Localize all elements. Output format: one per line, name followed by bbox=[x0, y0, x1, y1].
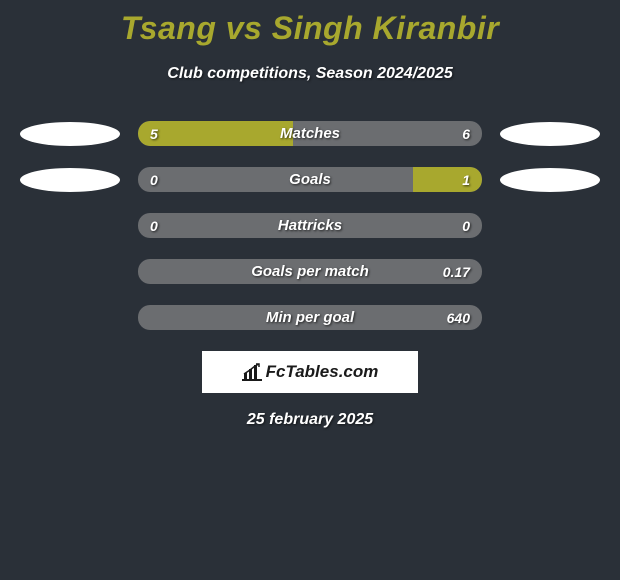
player-right-badge bbox=[500, 259, 600, 285]
subtitle: Club competitions, Season 2024/2025 bbox=[0, 65, 620, 83]
stat-value-right: 0 bbox=[462, 213, 470, 238]
stat-bar: 0Goals1 bbox=[138, 167, 482, 192]
stat-bar: 0Hattricks0 bbox=[138, 213, 482, 238]
player-left-badge bbox=[20, 259, 120, 285]
player-left-badge bbox=[20, 213, 120, 239]
comparison-chart: 5Matches60Goals10Hattricks0Goals per mat… bbox=[0, 121, 620, 330]
player-left-badge bbox=[20, 121, 120, 147]
stat-label: Min per goal bbox=[138, 305, 482, 330]
brand-text: FcTables.com bbox=[266, 362, 379, 382]
stat-value-right: 0.17 bbox=[443, 259, 470, 284]
stat-row: Goals per match0.17 bbox=[0, 259, 620, 284]
stat-bar: 5Matches6 bbox=[138, 121, 482, 146]
player-right-badge bbox=[500, 167, 600, 193]
player-right-badge bbox=[500, 121, 600, 147]
stat-value-right: 6 bbox=[462, 121, 470, 146]
bar-chart-icon bbox=[242, 363, 262, 381]
date-text: 25 february 2025 bbox=[0, 411, 620, 429]
player-right-badge bbox=[500, 213, 600, 239]
player-left-badge bbox=[20, 305, 120, 331]
stat-label: Hattricks bbox=[138, 213, 482, 238]
stat-bar: Goals per match0.17 bbox=[138, 259, 482, 284]
stat-value-right: 640 bbox=[447, 305, 470, 330]
brand-logo[interactable]: FcTables.com bbox=[202, 351, 418, 393]
player-left-badge bbox=[20, 167, 120, 193]
stat-value-right: 1 bbox=[462, 167, 470, 192]
stat-label: Matches bbox=[138, 121, 482, 146]
stat-row: 0Goals1 bbox=[0, 167, 620, 192]
stat-bar: Min per goal640 bbox=[138, 305, 482, 330]
stat-row: 0Hattricks0 bbox=[0, 213, 620, 238]
stat-label: Goals per match bbox=[138, 259, 482, 284]
stat-label: Goals bbox=[138, 167, 482, 192]
player-right-badge bbox=[500, 305, 600, 331]
stat-row: Min per goal640 bbox=[0, 305, 620, 330]
page-title: Tsang vs Singh Kiranbir bbox=[0, 0, 620, 47]
stat-row: 5Matches6 bbox=[0, 121, 620, 146]
